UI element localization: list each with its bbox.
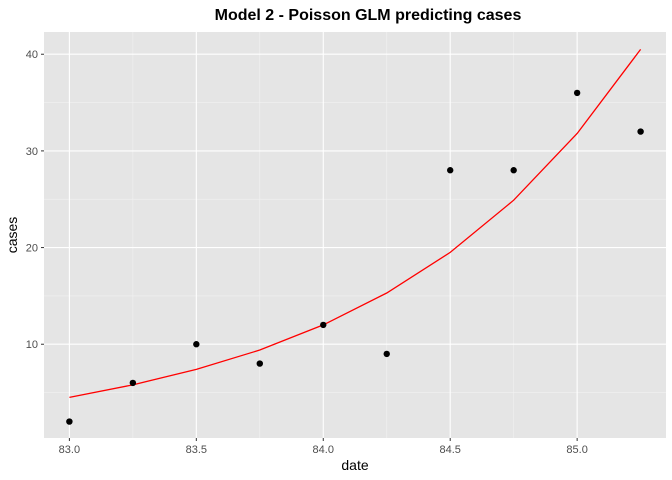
y-tick-label: 20 <box>26 243 38 255</box>
data-point <box>447 167 454 174</box>
data-point <box>573 89 581 97</box>
x-tick-label: 84.0 <box>313 444 334 456</box>
plot-panel <box>44 32 666 438</box>
data-point <box>129 379 137 387</box>
x-axis: 83.0 83.5 84.0 84.5 85.0 <box>59 438 588 456</box>
data-point <box>383 350 390 358</box>
y-tick-label: 30 <box>26 146 38 158</box>
data-point <box>66 418 73 425</box>
y-axis: 10 20 30 40 <box>26 49 44 351</box>
x-axis-title: date <box>341 457 368 473</box>
data-point <box>637 128 644 135</box>
data-point <box>320 321 327 329</box>
grid-major <box>44 32 666 438</box>
data-point <box>256 360 263 367</box>
chart-title: Model 2 - Poisson GLM predicting cases <box>215 7 522 24</box>
series-layer <box>66 49 644 425</box>
x-tick-label: 84.5 <box>439 444 460 456</box>
x-tick-label: 83.0 <box>59 444 80 456</box>
x-tick-label: 85.0 <box>566 444 587 456</box>
y-axis-title: cases <box>4 217 20 254</box>
x-tick-label: 83.5 <box>186 444 207 456</box>
data-point <box>510 167 517 174</box>
y-tick-label: 40 <box>26 49 38 61</box>
grid-minor <box>44 32 666 438</box>
y-tick-label: 10 <box>26 339 38 351</box>
data-point <box>193 341 200 348</box>
fitted-line <box>69 49 642 399</box>
